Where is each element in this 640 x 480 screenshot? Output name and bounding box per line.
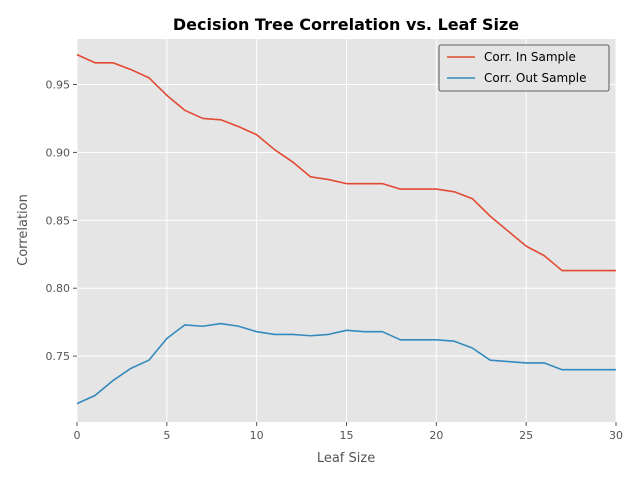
series-line-in-sample (76, 53, 616, 272)
y-axis-ticks: 0.75 0.80 0.85 0.90 0.95 (46, 78, 77, 363)
x-tick-label: 30 (609, 429, 623, 442)
y-tick-label: 0.95 (46, 78, 71, 91)
x-tick-label: 25 (519, 429, 533, 442)
y-tick-label: 0.85 (46, 214, 71, 227)
grid-lines (76, 39, 617, 422)
y-tick-label: 0.80 (46, 282, 71, 295)
legend: Corr. In Sample Corr. Out Sample (438, 44, 610, 92)
x-axis-label: Leaf Size (317, 451, 375, 466)
x-tick-label: 20 (429, 429, 443, 442)
chart-title: Decision Tree Correlation vs. Leaf Size (173, 15, 519, 34)
series-lines (76, 53, 616, 405)
legend-frame (438, 44, 610, 92)
x-tick-label: 15 (340, 429, 354, 442)
x-axis-ticks: 0 5 10 15 20 25 30 (74, 422, 623, 442)
legend-label-out-sample: Corr. Out Sample (484, 71, 586, 85)
x-tick-label: 5 (163, 429, 170, 442)
y-axis-label: Correlation (16, 194, 31, 266)
x-tick-label: 10 (250, 429, 264, 442)
y-tick-label: 0.90 (46, 146, 71, 159)
legend-label-in-sample: Corr. In Sample (484, 50, 576, 64)
x-tick-label: 0 (74, 429, 81, 442)
series-line-out-sample (76, 322, 616, 405)
y-tick-label: 0.75 (46, 350, 71, 363)
